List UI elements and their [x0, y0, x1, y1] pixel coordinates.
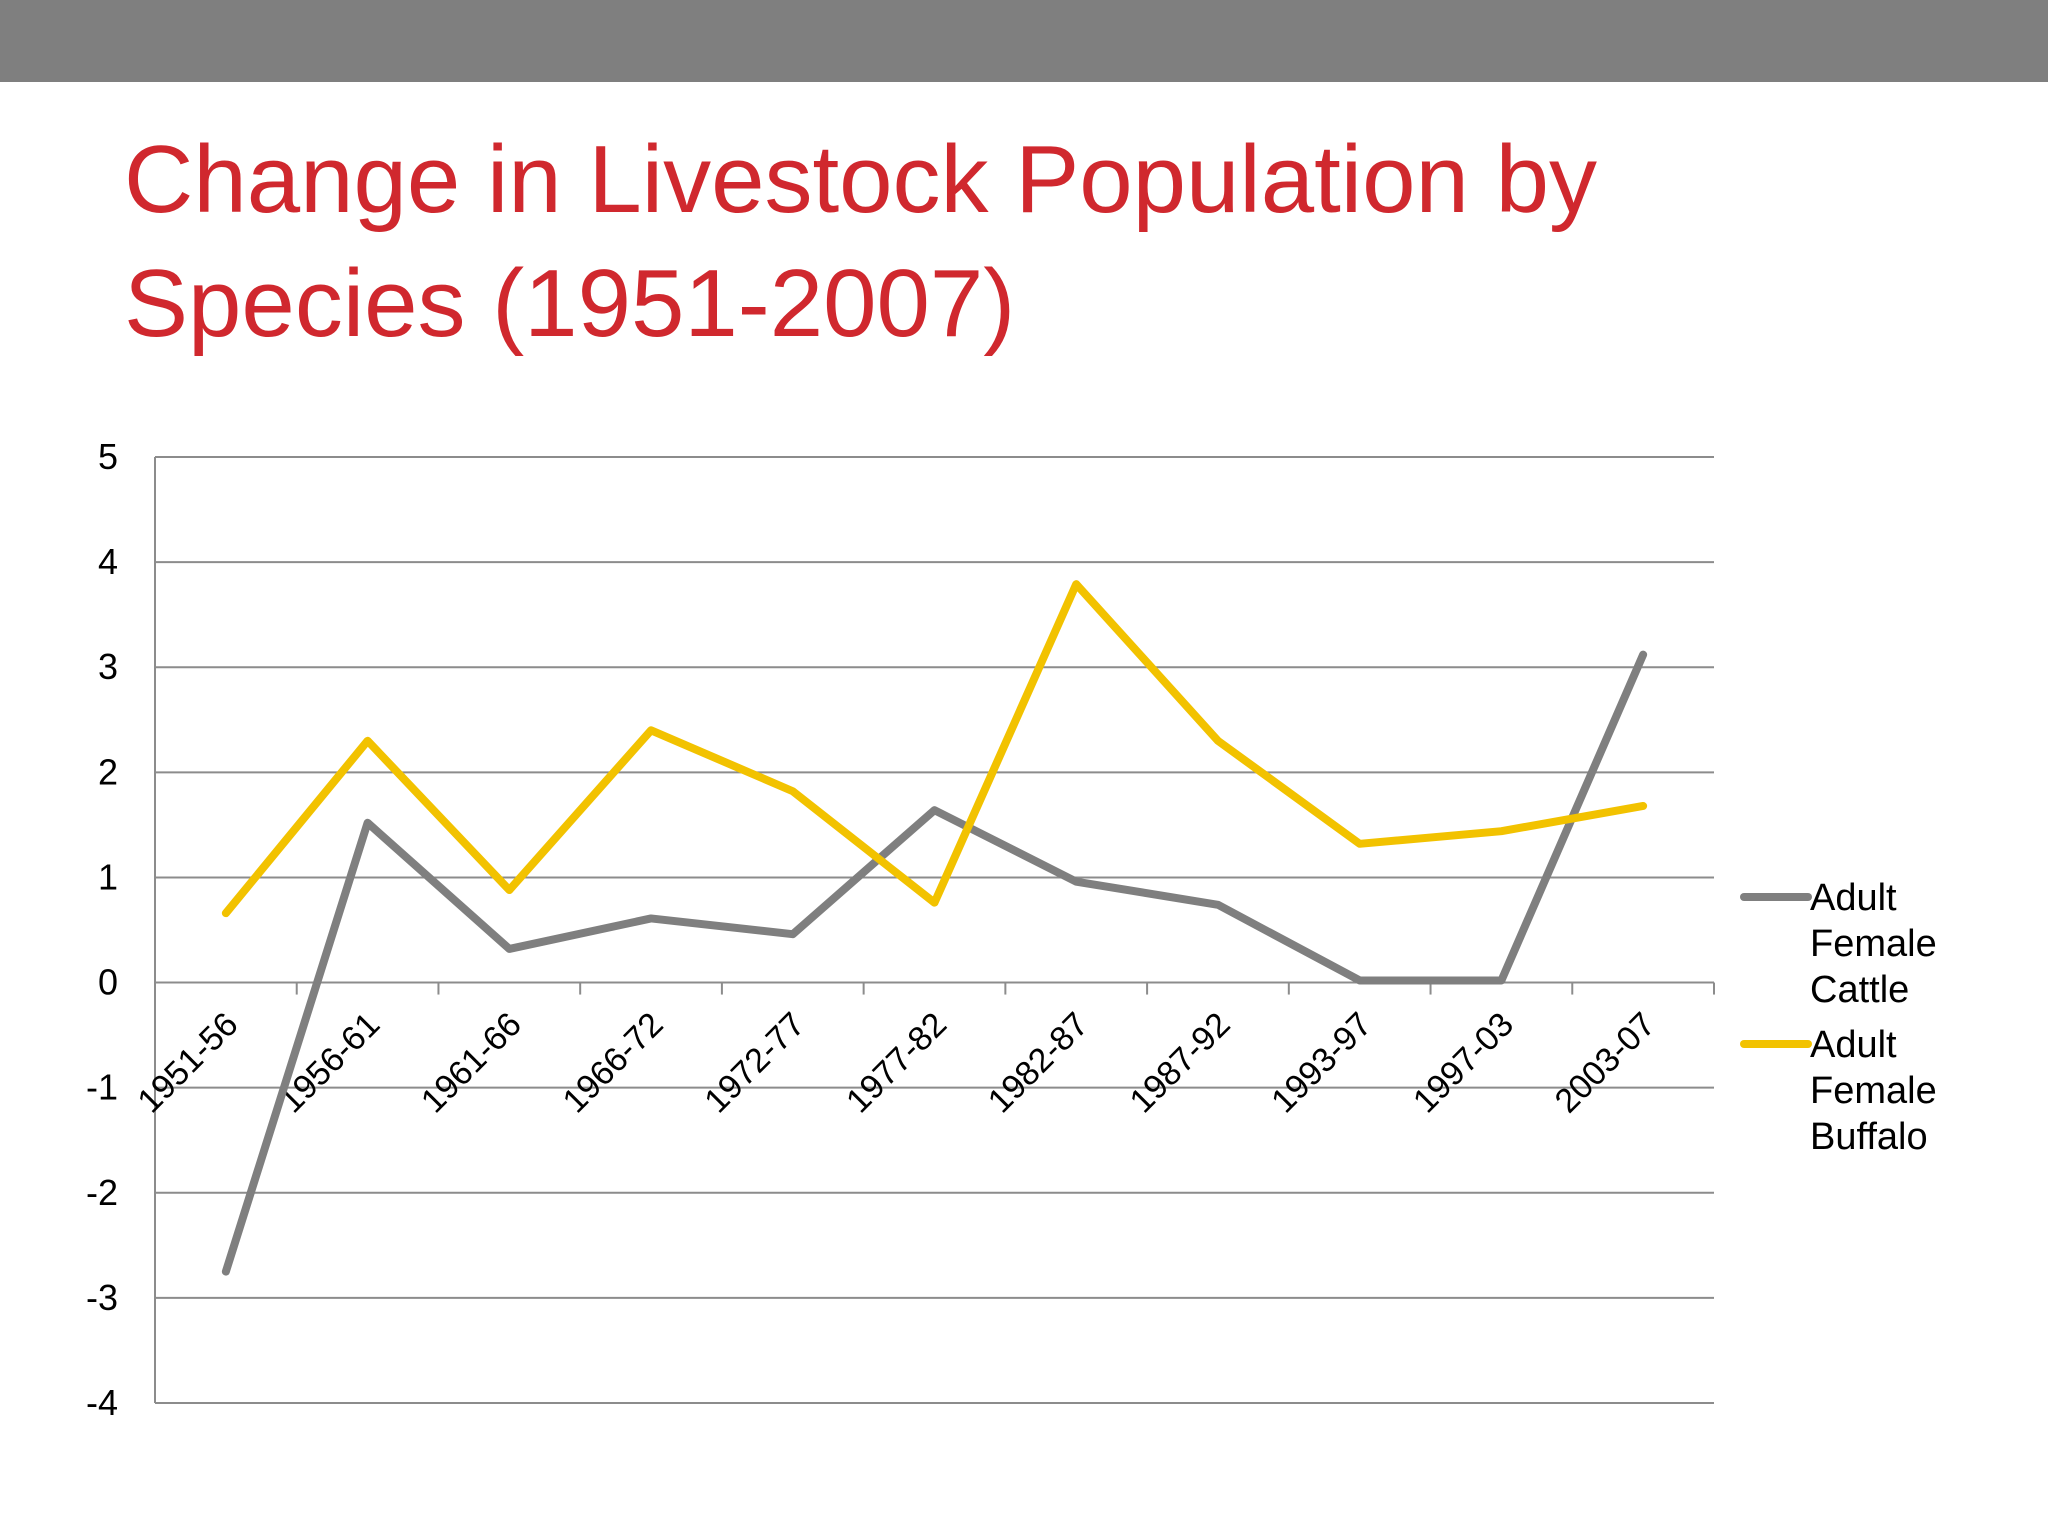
y-tick-label: -2 [86, 1172, 118, 1213]
y-tick-label: -3 [86, 1277, 118, 1318]
y-tick-label: 5 [98, 436, 118, 477]
slide-title: Change in Livestock Population by Specie… [124, 126, 1597, 357]
y-tick-labels: 5 4 3 2 1 0 -1 -2 -3 -4 [86, 436, 118, 1423]
x-tick-label: 1997-03 [1406, 1005, 1521, 1120]
legend-label: Adult Female Cattle [1810, 877, 1937, 1011]
series-line-0 [221, 650, 1648, 1276]
x-tick-label: 1966-72 [556, 1005, 671, 1120]
x-tick-label: 1987-92 [1123, 1005, 1238, 1120]
y-tick-label: 1 [98, 856, 118, 897]
y-tick-label: 0 [98, 962, 118, 1003]
x-tick-label: 1982-87 [981, 1005, 1096, 1120]
x-tick-label: 1972-77 [697, 1005, 812, 1120]
legend-label: Adult Female Buffalo [1810, 1024, 1937, 1158]
series-lines [221, 580, 1648, 1276]
x-tick-label: 2003-07 [1548, 1005, 1663, 1120]
x-tick-label: 1993-97 [1264, 1005, 1379, 1120]
gridlines [155, 456, 1714, 1404]
y-tick-label: 2 [98, 751, 118, 792]
axes [154, 457, 1715, 1403]
top-bar [0, 0, 2048, 82]
y-tick-label: -1 [86, 1067, 118, 1108]
x-tick-label: 1951-56 [130, 1005, 245, 1120]
y-tick-label: -4 [86, 1382, 118, 1423]
x-tick-labels: 1951-56 1956-61 1961-66 1966-72 1972-77 1977-… [130, 1005, 1662, 1120]
y-tick-label: 4 [98, 541, 118, 582]
y-tick-label: 3 [98, 646, 118, 687]
x-tick-label: 1977-82 [839, 1005, 954, 1120]
x-tick-label: 1961-66 [414, 1005, 529, 1120]
series-line-1 [221, 580, 1648, 918]
legend: Adult Female Cattle Adult Female Buffalo [1740, 877, 1937, 1158]
